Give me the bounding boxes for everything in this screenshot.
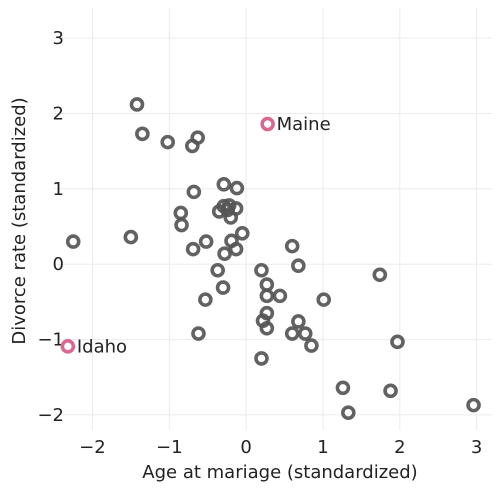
data-point [216, 177, 232, 192]
y-axis-label: Divorce rate (standardized) [9, 97, 30, 344]
data-point [316, 292, 332, 307]
data-point [291, 258, 306, 274]
y-tick-label: 0 [53, 254, 64, 275]
data-point [174, 217, 189, 233]
data-point [173, 205, 189, 221]
data-point [259, 277, 275, 292]
data-point [228, 241, 244, 257]
data-point [284, 326, 300, 341]
x-tick-label: 1 [317, 437, 328, 458]
data-point [160, 134, 176, 150]
data-point [254, 262, 269, 278]
data-point [190, 130, 205, 145]
x-tick-label: −2 [79, 437, 106, 458]
x-axis-label: Age at mariage (standardized) [142, 462, 417, 483]
x-tick-label: 2 [394, 437, 405, 458]
highlighted-data-point [60, 339, 76, 354]
data-point [341, 405, 356, 420]
y-tick-label: 1 [53, 179, 64, 200]
y-tick-label: −2 [37, 405, 64, 426]
y-tick-label: −1 [37, 330, 64, 351]
data-point [254, 351, 269, 366]
data-point [186, 184, 202, 200]
y-tick-label: 2 [53, 104, 64, 125]
data-point [123, 229, 139, 245]
data-point [284, 238, 300, 254]
data-point [335, 380, 351, 396]
x-tick-labels: −2 −1 0 1 2 3 [79, 437, 482, 458]
data-point [229, 180, 245, 196]
point-annotation: Idaho [77, 336, 127, 357]
x-tick-label: 0 [240, 437, 251, 458]
data-point [304, 338, 319, 353]
data-point [185, 241, 201, 257]
data-point [221, 198, 237, 213]
annotations: Maine Idaho [77, 114, 331, 357]
data-point [272, 288, 288, 304]
data-point [234, 226, 250, 241]
data-point [210, 262, 225, 278]
y-tick-labels: −2 −1 0 1 2 3 [37, 28, 64, 426]
data-point [217, 246, 232, 261]
data-point [259, 288, 275, 304]
highlighted-data-point [260, 116, 275, 132]
data-point [291, 314, 306, 329]
x-tick-label: 3 [471, 437, 482, 458]
data-point [198, 292, 213, 307]
data-points [60, 97, 481, 420]
data-point [198, 234, 214, 249]
data-point [466, 397, 481, 413]
data-point [259, 320, 275, 336]
data-point [297, 326, 313, 341]
data-point [135, 126, 150, 142]
data-point [383, 383, 398, 399]
x-tick-label: −1 [156, 437, 183, 458]
data-point [191, 326, 206, 341]
data-point [372, 267, 388, 283]
data-point [228, 201, 244, 216]
data-point [129, 97, 145, 112]
data-point [65, 234, 81, 249]
y-tick-label: 3 [53, 28, 64, 49]
data-point [390, 334, 405, 350]
grid [54, 8, 492, 430]
point-annotation: Maine [277, 114, 331, 135]
data-point [215, 280, 231, 295]
